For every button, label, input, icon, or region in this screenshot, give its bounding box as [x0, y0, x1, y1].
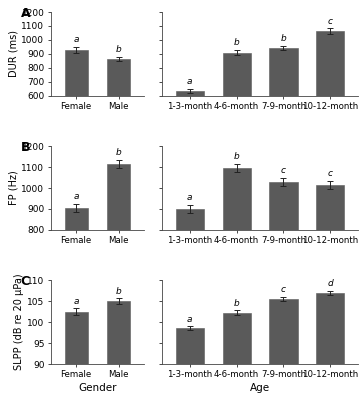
Text: c: c [328, 16, 333, 26]
Y-axis label: DUR (ms): DUR (ms) [9, 30, 19, 78]
Bar [223, 313, 251, 400]
X-axis label: Gender: Gender [78, 384, 117, 394]
Text: b: b [234, 299, 240, 308]
Text: b: b [116, 287, 122, 296]
Bar [64, 312, 88, 400]
Text: a: a [73, 36, 79, 44]
Text: B: B [21, 141, 30, 154]
Y-axis label: FP (Hz): FP (Hz) [9, 171, 19, 205]
Bar [176, 91, 204, 180]
Bar [107, 59, 130, 180]
Bar [107, 301, 130, 400]
Bar [269, 299, 298, 400]
Bar [223, 168, 251, 398]
Text: b: b [281, 34, 286, 43]
Bar [316, 31, 344, 180]
Bar [107, 164, 130, 398]
Text: a: a [73, 297, 79, 306]
Bar [176, 328, 204, 400]
X-axis label: Age: Age [250, 384, 270, 394]
Text: c: c [328, 169, 333, 178]
Text: b: b [116, 45, 122, 54]
Bar [64, 208, 88, 398]
Text: b: b [116, 148, 122, 157]
Bar [269, 48, 298, 180]
Bar [269, 182, 298, 398]
Y-axis label: SLPP (dB re 20 µPa): SLPP (dB re 20 µPa) [14, 274, 24, 370]
Text: d: d [327, 279, 333, 288]
Text: a: a [187, 193, 193, 202]
Text: a: a [187, 77, 193, 86]
Text: b: b [234, 152, 240, 161]
Text: c: c [281, 286, 286, 294]
Text: b: b [234, 38, 240, 47]
Text: c: c [281, 166, 286, 175]
Bar [223, 52, 251, 180]
Bar [64, 50, 88, 180]
Bar [176, 209, 204, 398]
Bar [316, 293, 344, 400]
Text: a: a [73, 192, 79, 201]
Bar [316, 185, 344, 398]
Text: A: A [21, 7, 30, 20]
Text: a: a [187, 315, 193, 324]
Text: C: C [21, 275, 30, 288]
